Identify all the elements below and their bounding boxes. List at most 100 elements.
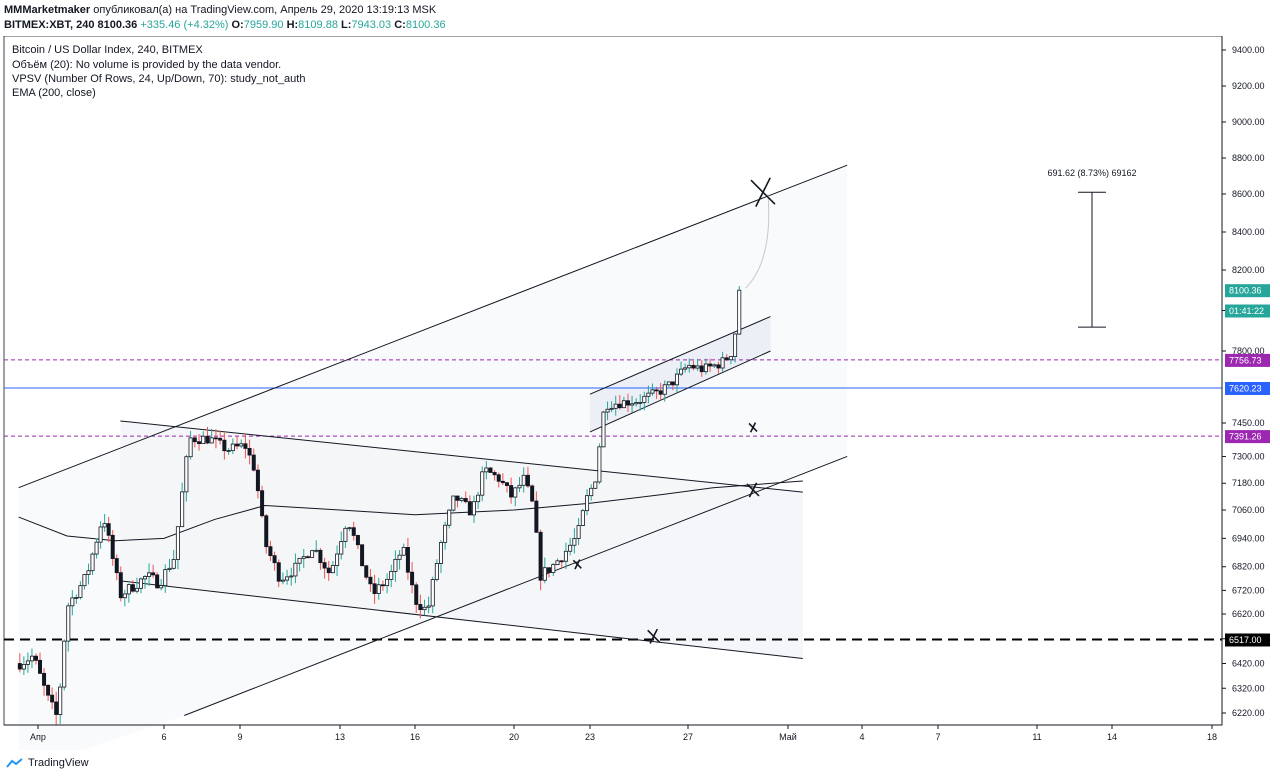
price-tick-label-7: 6940.00 xyxy=(1232,533,1265,543)
candle-body-46 xyxy=(205,435,210,444)
low-label: L: xyxy=(341,19,352,31)
candle-body-99 xyxy=(426,605,431,608)
candle-body-25 xyxy=(118,572,123,599)
tradingview-brand: TradingView xyxy=(28,757,89,769)
candle-body-30 xyxy=(138,578,143,589)
ascending-channel-lower-line xyxy=(184,455,848,716)
candle-body-156 xyxy=(662,384,667,395)
candle-body-27 xyxy=(126,584,131,595)
candle-body-13 xyxy=(70,597,75,607)
candle-body-39 xyxy=(175,526,180,560)
price-tick-label-17: 8800.00 xyxy=(1232,153,1265,163)
candle-body-50 xyxy=(222,439,227,452)
price-badge-text-0: 8100.36 xyxy=(1229,286,1262,296)
time-tick-label-12: 14 xyxy=(1107,732,1117,742)
symbol-name[interactable]: BITMEX:XBT, 240 xyxy=(4,19,95,31)
symbol-bar: BITMEX:XBT, 240 8100.36 +335.46 (+4.32%)… xyxy=(4,19,446,31)
price-chart[interactable]: 691.62 (8.73%) 69162 6220.00 6320.00 6420.0… xyxy=(0,36,1280,750)
candle-body-79 xyxy=(343,527,348,542)
cross-mark-3-stroke-b xyxy=(574,559,581,570)
price-tick-label-5: 6720.00 xyxy=(1232,585,1265,595)
price-tick-label-1: 6320.00 xyxy=(1232,683,1265,693)
time-tick-label-0: Апр xyxy=(30,732,46,742)
candle-body-49 xyxy=(218,437,223,441)
price-tick-label-10: 7300.00 xyxy=(1232,451,1265,461)
candle-body-98 xyxy=(422,606,427,611)
candle-body-132 xyxy=(563,550,568,562)
candle-body-153 xyxy=(650,389,655,394)
candle-body-122 xyxy=(521,474,526,486)
cross-mark-4-stroke-b xyxy=(649,628,659,644)
measure-tool: 691.62 (8.73%) 69162 xyxy=(1047,168,1137,328)
candle-body-65 xyxy=(285,576,290,581)
candle-body-18 xyxy=(90,553,95,572)
price-badge-3 xyxy=(1225,381,1270,395)
candle-body-56 xyxy=(247,448,252,456)
candle-body-104 xyxy=(447,509,452,526)
candle-body-71 xyxy=(310,550,315,558)
time-axis: Апр 6 9 13 16 20 23 27 Май 4 7 11 14 18 xyxy=(4,724,1222,742)
candle-body-142 xyxy=(605,408,610,413)
candle-body-112 xyxy=(480,471,485,496)
time-tick-label-3: 13 xyxy=(335,732,345,742)
candle-body-118 xyxy=(504,482,509,486)
candle-body-159 xyxy=(674,373,679,386)
candle-body-141 xyxy=(601,411,606,448)
candle-body-69 xyxy=(301,556,306,559)
candle-body-130 xyxy=(555,560,560,566)
cross-mark-3 xyxy=(572,559,582,570)
price-tick-label-4: 6620.00 xyxy=(1232,609,1265,619)
time-tick-label-4: 16 xyxy=(410,732,420,742)
projection-curve xyxy=(745,193,770,289)
candle-body-53 xyxy=(235,443,240,447)
candle-body-102 xyxy=(438,542,443,564)
time-tick-label-5: 20 xyxy=(509,732,519,742)
price-tick-label-18: 9000.00 xyxy=(1232,117,1265,127)
author-name[interactable]: MMMarketmaker xyxy=(4,4,91,16)
candle-body-76 xyxy=(330,565,335,574)
candle-body-171 xyxy=(724,357,729,361)
candle-body-81 xyxy=(351,527,356,536)
legend-ema[interactable]: EMA (200, close) xyxy=(12,87,96,99)
candle-body-16 xyxy=(82,574,87,587)
candle-body-40 xyxy=(180,491,185,528)
candle-body-169 xyxy=(716,364,721,369)
price-tick-label-14: 8200.00 xyxy=(1232,265,1265,275)
last-price: 8100.36 xyxy=(97,19,138,31)
price-tick-label-0: 6220.00 xyxy=(1232,708,1265,718)
price-tick-label-12: 7800.00 xyxy=(1232,346,1265,356)
candle-body-103 xyxy=(443,524,448,543)
close-label: C: xyxy=(394,19,406,31)
candle-body-158 xyxy=(670,381,675,386)
candle-body-9 xyxy=(54,701,59,715)
candle-body-48 xyxy=(213,437,218,440)
candle-body-147 xyxy=(625,400,630,406)
time-tick-label-2: 9 xyxy=(237,732,242,742)
candle-body-125 xyxy=(534,500,539,533)
time-tick-label-11: 11 xyxy=(1032,732,1041,742)
legend-title[interactable]: Bitcoin / US Dollar Index, 240, BITMEX xyxy=(12,44,203,56)
legend-volume[interactable]: Объём (20): No volume is provided by the… xyxy=(12,59,282,71)
candle-body-57 xyxy=(251,454,256,471)
candles xyxy=(17,286,742,725)
time-tick-label-10: 7 xyxy=(935,732,940,742)
price-tick-label-9: 7180.00 xyxy=(1232,478,1265,488)
candle-body-43 xyxy=(192,437,197,443)
candle-body-108 xyxy=(463,498,468,503)
candle-body-17 xyxy=(86,570,91,575)
candle-body-6 xyxy=(42,672,47,686)
time-tick-label-6: 23 xyxy=(585,732,595,742)
open-value: 7959.90 xyxy=(243,19,284,31)
legend-vpsv[interactable]: VPSV (Number Of Rows, 24, Up/Down, 70): … xyxy=(12,73,306,85)
candle-body-129 xyxy=(551,564,556,573)
candle-body-77 xyxy=(335,553,340,566)
candle-body-161 xyxy=(683,367,688,370)
cross-mark-target xyxy=(750,177,776,207)
price-badge-text-1: 01:41:22 xyxy=(1229,306,1264,316)
candle-body-94 xyxy=(405,547,410,573)
candle-body-87 xyxy=(376,584,381,594)
candle-body-96 xyxy=(414,584,419,605)
tradingview-logo[interactable]: TradingView xyxy=(6,757,89,769)
candle-body-32 xyxy=(147,572,152,577)
price-badge-1 xyxy=(1225,304,1270,318)
